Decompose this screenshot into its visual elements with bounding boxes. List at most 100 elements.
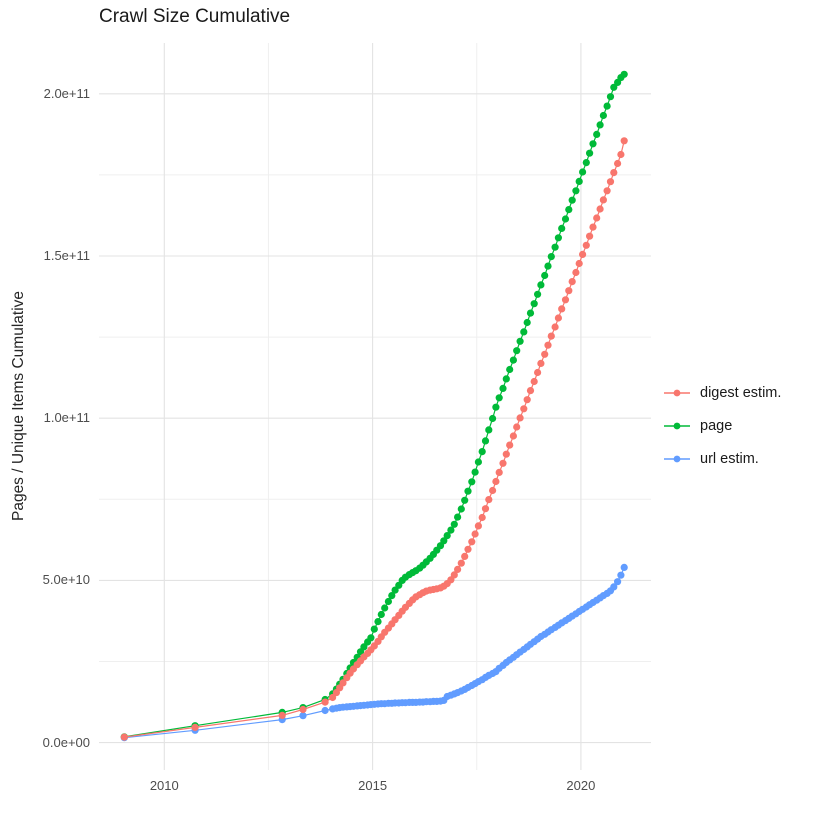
data-point (582, 159, 590, 167)
data-point (568, 196, 576, 204)
data-point (367, 634, 375, 642)
data-point (502, 450, 510, 458)
legend-key-icon (663, 386, 691, 400)
data-point (485, 426, 493, 434)
data-point (516, 414, 524, 422)
data-point (191, 723, 199, 732)
data-point (544, 262, 552, 270)
legend-label: digest estim. (700, 384, 782, 401)
data-point (547, 332, 555, 340)
data-point (299, 705, 307, 714)
data-point (461, 552, 469, 561)
data-point (447, 526, 455, 534)
data-point (610, 583, 618, 591)
data-point (377, 610, 385, 619)
data-point (572, 268, 580, 277)
x-tick-label: 2020 (566, 778, 596, 793)
data-point (478, 513, 486, 522)
data-point (589, 223, 597, 231)
series-digest-estim- (120, 137, 628, 741)
legend-label: page (700, 417, 733, 434)
data-point (339, 679, 347, 687)
data-point (561, 215, 570, 223)
data-point (523, 318, 531, 327)
data-point (534, 368, 542, 377)
data-point (526, 309, 535, 317)
y-tick-label: 1.5e+11 (43, 248, 90, 263)
series-page (120, 70, 628, 741)
data-point (537, 281, 545, 289)
data-point (579, 168, 587, 176)
data-point (464, 545, 472, 553)
legend-item-digest-estim: digest estim. (663, 376, 781, 409)
data-point (582, 241, 590, 249)
data-point (599, 196, 608, 204)
data-point (558, 305, 566, 313)
data-point (547, 253, 555, 261)
data-point (551, 243, 559, 251)
data-point (572, 187, 580, 195)
data-point (509, 356, 517, 364)
x-tick-label: 2015 (358, 778, 388, 793)
data-point (489, 486, 497, 495)
data-point (457, 505, 465, 513)
data-point (596, 205, 604, 213)
legend: digest estim. page url estim. (663, 376, 781, 475)
data-point (551, 323, 559, 331)
data-point (471, 468, 479, 476)
y-tick-label: 1.0e+11 (43, 410, 90, 426)
data-point (454, 565, 462, 574)
data-point (506, 365, 514, 374)
data-point (278, 711, 286, 720)
data-point (299, 712, 307, 720)
legend-item-page: page (663, 409, 781, 442)
data-point (381, 604, 389, 612)
legend-label: url estim. (700, 450, 759, 467)
data-point (599, 111, 608, 120)
data-point (478, 448, 486, 456)
data-point (617, 150, 625, 159)
data-point (492, 477, 500, 486)
data-point (614, 159, 622, 168)
data-point (575, 177, 583, 185)
data-point (620, 137, 628, 145)
data-point (450, 520, 458, 528)
data-point (464, 487, 472, 495)
data-point (509, 432, 517, 440)
data-point (461, 496, 469, 504)
data-point (374, 618, 382, 626)
series-line (124, 567, 625, 739)
data-point (499, 459, 507, 467)
data-point (561, 296, 570, 304)
data-point (388, 592, 396, 600)
data-point (440, 537, 448, 545)
data-point (530, 377, 538, 386)
data-point (360, 643, 368, 651)
data-point (586, 232, 594, 240)
data-point (620, 563, 628, 572)
data-point (513, 347, 521, 355)
data-point (481, 437, 490, 445)
data-point (495, 394, 503, 402)
data-point (579, 250, 587, 258)
data-point (499, 384, 507, 392)
data-point (554, 234, 563, 242)
data-point (513, 423, 521, 431)
data-point (471, 530, 479, 538)
data-point (558, 224, 566, 232)
series-url-estim- (120, 563, 628, 742)
data-point (502, 375, 510, 383)
data-point (474, 522, 482, 530)
data-point (520, 328, 528, 336)
data-point (120, 733, 128, 741)
data-point (492, 403, 500, 411)
data-point (593, 130, 601, 138)
y-tick-label: 5.0e+10 (42, 572, 90, 588)
data-point (489, 414, 497, 423)
data-point (610, 169, 618, 177)
data-point (443, 532, 451, 540)
data-point (457, 559, 465, 567)
data-point (454, 513, 462, 521)
x-tick-label: 2010 (149, 778, 179, 793)
